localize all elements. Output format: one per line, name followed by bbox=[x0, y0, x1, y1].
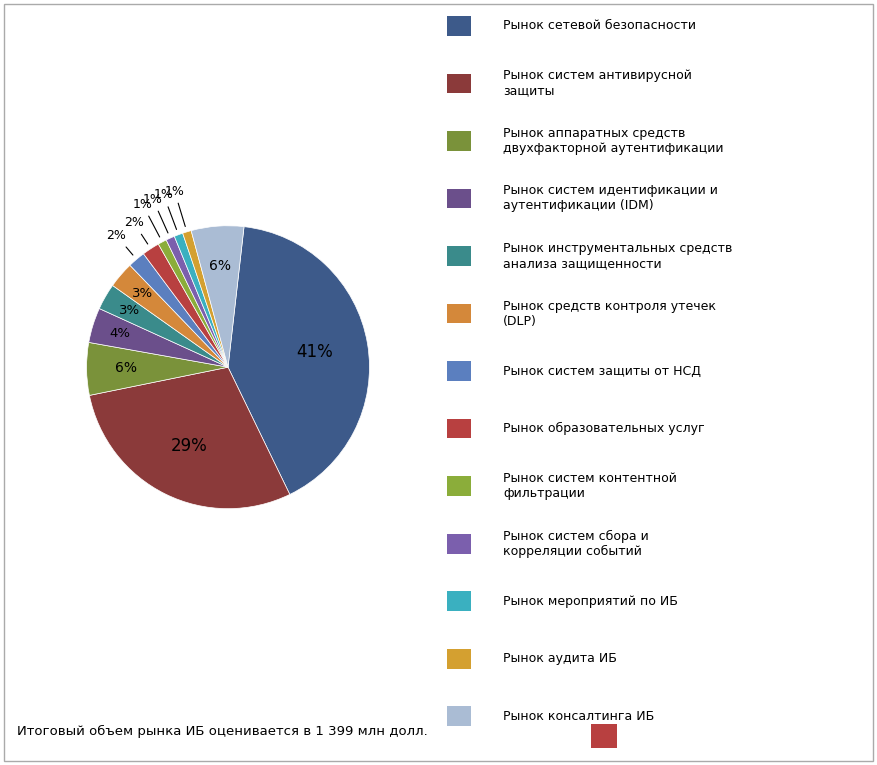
Bar bbox=[447, 591, 471, 611]
Bar bbox=[447, 418, 471, 438]
Wedge shape bbox=[182, 230, 228, 367]
Wedge shape bbox=[191, 226, 244, 367]
Text: Рынок систем идентификации и
аутентификации (IDM): Рынок систем идентификации и аутентифика… bbox=[503, 184, 718, 213]
Wedge shape bbox=[87, 343, 228, 396]
Bar bbox=[447, 246, 471, 266]
Text: 6%: 6% bbox=[115, 361, 137, 376]
Text: 3%: 3% bbox=[119, 304, 140, 317]
Text: 6%: 6% bbox=[210, 259, 232, 272]
Wedge shape bbox=[159, 240, 228, 367]
Bar bbox=[447, 706, 471, 726]
Bar bbox=[591, 724, 617, 748]
Text: Итоговый объем рынка ИБ оценивается в 1 399 млн долл.: Итоговый объем рынка ИБ оценивается в 1 … bbox=[18, 725, 428, 738]
Text: Рынок мероприятий по ИБ: Рынок мероприятий по ИБ bbox=[503, 594, 678, 607]
Wedge shape bbox=[112, 265, 228, 367]
Text: 4%: 4% bbox=[110, 327, 131, 340]
Text: 29%: 29% bbox=[171, 437, 208, 455]
Text: Рынок средств контроля утечек
(DLP): Рынок средств контроля утечек (DLP) bbox=[503, 300, 716, 327]
Bar bbox=[447, 649, 471, 669]
Text: 2%: 2% bbox=[106, 229, 133, 255]
Bar bbox=[447, 16, 471, 36]
Wedge shape bbox=[144, 244, 228, 367]
Text: Рынок консалтинга ИБ: Рынок консалтинга ИБ bbox=[503, 710, 654, 723]
Text: 1%: 1% bbox=[153, 188, 176, 230]
Bar bbox=[447, 361, 471, 381]
Wedge shape bbox=[167, 236, 228, 367]
Bar bbox=[447, 73, 471, 93]
Text: Рынок аппаратных средств
двухфакторной аутентификации: Рынок аппаратных средств двухфакторной а… bbox=[503, 127, 724, 155]
Bar bbox=[447, 534, 471, 554]
Text: Рынок аудита ИБ: Рынок аудита ИБ bbox=[503, 652, 617, 665]
Text: 1%: 1% bbox=[143, 193, 168, 233]
Bar bbox=[447, 476, 471, 496]
Text: Рынок систем сбора и
корреляции событий: Рынок систем сбора и корреляции событий bbox=[503, 529, 649, 558]
Wedge shape bbox=[89, 308, 228, 367]
Text: Рынок инструментальных средств
анализа защищенности: Рынок инструментальных средств анализа з… bbox=[503, 242, 732, 270]
Text: 2%: 2% bbox=[124, 216, 147, 244]
Wedge shape bbox=[89, 367, 289, 509]
Text: Рынок сетевой безопасности: Рынок сетевой безопасности bbox=[503, 19, 696, 32]
Text: 3%: 3% bbox=[132, 287, 153, 300]
Wedge shape bbox=[175, 233, 228, 367]
Text: Рынок образовательных услуг: Рынок образовательных услуг bbox=[503, 422, 704, 435]
Text: Рынок систем контентной
фильтрации: Рынок систем контентной фильтрации bbox=[503, 472, 677, 500]
Bar bbox=[447, 188, 471, 208]
Text: Рынок систем антивирусной
защиты: Рынок систем антивирусной защиты bbox=[503, 70, 692, 97]
Bar bbox=[447, 131, 471, 151]
Text: 1%: 1% bbox=[165, 185, 185, 226]
Text: 41%: 41% bbox=[296, 343, 333, 361]
Text: Рынок систем защиты от НСД: Рынок систем защиты от НСД bbox=[503, 365, 701, 377]
Bar bbox=[447, 304, 471, 324]
Text: 1%: 1% bbox=[132, 198, 160, 237]
Wedge shape bbox=[99, 285, 228, 367]
Wedge shape bbox=[130, 254, 228, 367]
Wedge shape bbox=[228, 226, 369, 494]
